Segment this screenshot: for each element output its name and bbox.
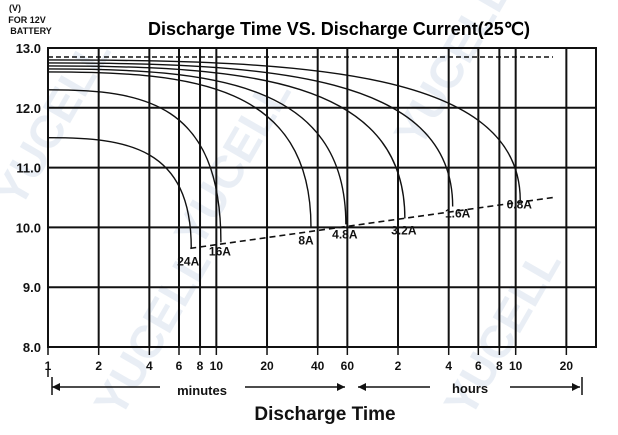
x-tick-label: 4: [146, 359, 153, 373]
curve-label-4.8A: 4.8A: [332, 227, 358, 241]
y-tick-label: 10.0: [16, 220, 41, 235]
chart-title: Discharge Time VS. Discharge Current(25℃…: [148, 19, 530, 39]
x-tick-label: 4: [445, 359, 452, 373]
x-tick-label: 60: [341, 359, 355, 373]
x-tick-label: 10: [210, 359, 224, 373]
labels: 24A 16A 8A 4.8A 3.2A 1.6A 0.8A: [177, 197, 532, 268]
discharge-curve-4.8A: [48, 68, 347, 225]
cutoff-voltage-line: [190, 196, 554, 250]
curve-label-24A: 24A: [177, 254, 199, 268]
x-tick-label: 40: [311, 359, 325, 373]
y-tick-label: 11.0: [16, 161, 41, 176]
discharge-curve-1.6A: [48, 62, 454, 207]
hours-range-label: hours: [452, 381, 488, 396]
discharge-curve-0.8A: [48, 59, 521, 201]
y-note-line-2: BATTERY: [10, 26, 52, 36]
y-unit-label: (V): [9, 3, 21, 13]
series-curves: [48, 59, 554, 250]
minutes-arrowhead-right: [337, 383, 345, 391]
discharge-curve-24A: [48, 137, 192, 249]
x-tick-label: 10: [509, 359, 523, 373]
minutes-arrowhead-left: [52, 383, 60, 391]
x-tick-label: 1: [45, 359, 52, 373]
curve-label-8A: 8A: [298, 233, 314, 247]
x-tick-label: 6: [176, 359, 183, 373]
minutes-range-label: minutes: [177, 383, 227, 398]
y-tick-label: 12.0: [16, 101, 41, 116]
x-tick-label: 20: [560, 359, 574, 373]
x-tick-label: 8: [197, 359, 204, 373]
curve-label-0.8A: 0.8A: [507, 197, 533, 211]
hours-arrowhead-right: [572, 383, 580, 391]
y-tick-label: 13.0: [16, 41, 41, 56]
hours-arrowhead-left: [358, 383, 366, 391]
x-tick-label: 8: [496, 359, 503, 373]
grid: 8.09.010.011.012.013.01 2 4 6 8 10 20 40 60 2 4 6 8 1…: [16, 41, 597, 395]
x-axis-title: Discharge Time: [254, 404, 395, 425]
curve-label-1.6A: 1.6A: [445, 206, 471, 220]
discharge-curve-8A: [48, 71, 312, 228]
discharge-curve-16A: [48, 89, 222, 243]
y-tick-label: 8.0: [23, 340, 41, 355]
x-tick-label: 2: [95, 359, 102, 373]
x-tick-label: 2: [395, 359, 402, 373]
discharge-curve-3.2A: [48, 65, 406, 219]
x-tick-label: 6: [475, 359, 482, 373]
y-tick-label: 9.0: [23, 280, 41, 295]
y-note-line-1: FOR 12V: [8, 15, 46, 25]
curve-label-3.2A: 3.2A: [391, 223, 417, 237]
curve-label-16A: 16A: [209, 244, 231, 258]
watermark-text-4: YUCELL: [434, 240, 571, 425]
x-tick-label: 20: [260, 359, 274, 373]
